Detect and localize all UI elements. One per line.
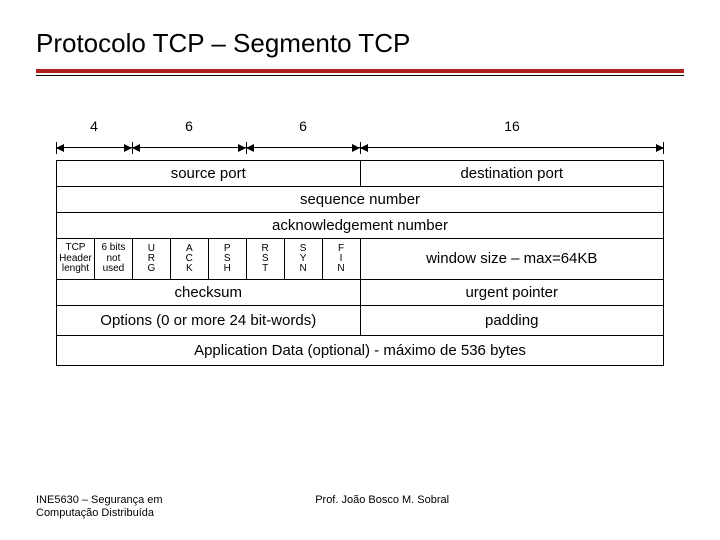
flag-urg: U R G [132, 239, 170, 280]
bit-ruler: 4 6 6 16 [56, 120, 664, 154]
ruler-label-2: 6 [185, 118, 193, 134]
ruler-label-4: 16 [504, 118, 520, 134]
field-urgent-pointer: urgent pointer [360, 279, 664, 305]
footer-course-line2: Computação Distribuída [36, 507, 295, 520]
field-padding: padding [360, 305, 664, 335]
title-accent-bar [36, 69, 684, 73]
slide-title: Protocolo TCP – Segmento TCP [0, 0, 720, 67]
slide-footer: INE5630 – Segurança em Computação Distri… [0, 494, 720, 520]
flag-syn: S Y N [284, 239, 322, 280]
flag-rst: R S T [246, 239, 284, 280]
field-reserved: 6 bits not used [94, 239, 132, 280]
footer-course-line1: INE5630 – Segurança em [36, 494, 295, 507]
field-source-port: source port [57, 161, 361, 187]
flag-fin: F I N [322, 239, 360, 280]
tcp-segment-diagram: 4 6 6 16 source port destination port se… [56, 120, 664, 366]
field-ack-number: acknowledgement number [57, 213, 664, 239]
field-sequence-number: sequence number [57, 187, 664, 213]
field-options: Options (0 or more 24 bit-words) [57, 305, 361, 335]
field-destination-port: destination port [360, 161, 664, 187]
ruler-label-1: 4 [90, 118, 98, 134]
field-application-data: Application Data (optional) - máximo de … [57, 335, 664, 365]
field-header-length: TCP Header lenght [57, 239, 95, 280]
field-window-size: window size – max=64KB [360, 239, 664, 280]
footer-professor: Prof. João Bosco M. Sobral [295, 494, 720, 520]
title-divider [36, 75, 684, 76]
flag-psh: P S H [208, 239, 246, 280]
field-checksum: checksum [57, 279, 361, 305]
tcp-header-table: source port destination port sequence nu… [56, 160, 664, 366]
ruler-label-3: 6 [299, 118, 307, 134]
flag-ack: A C K [170, 239, 208, 280]
